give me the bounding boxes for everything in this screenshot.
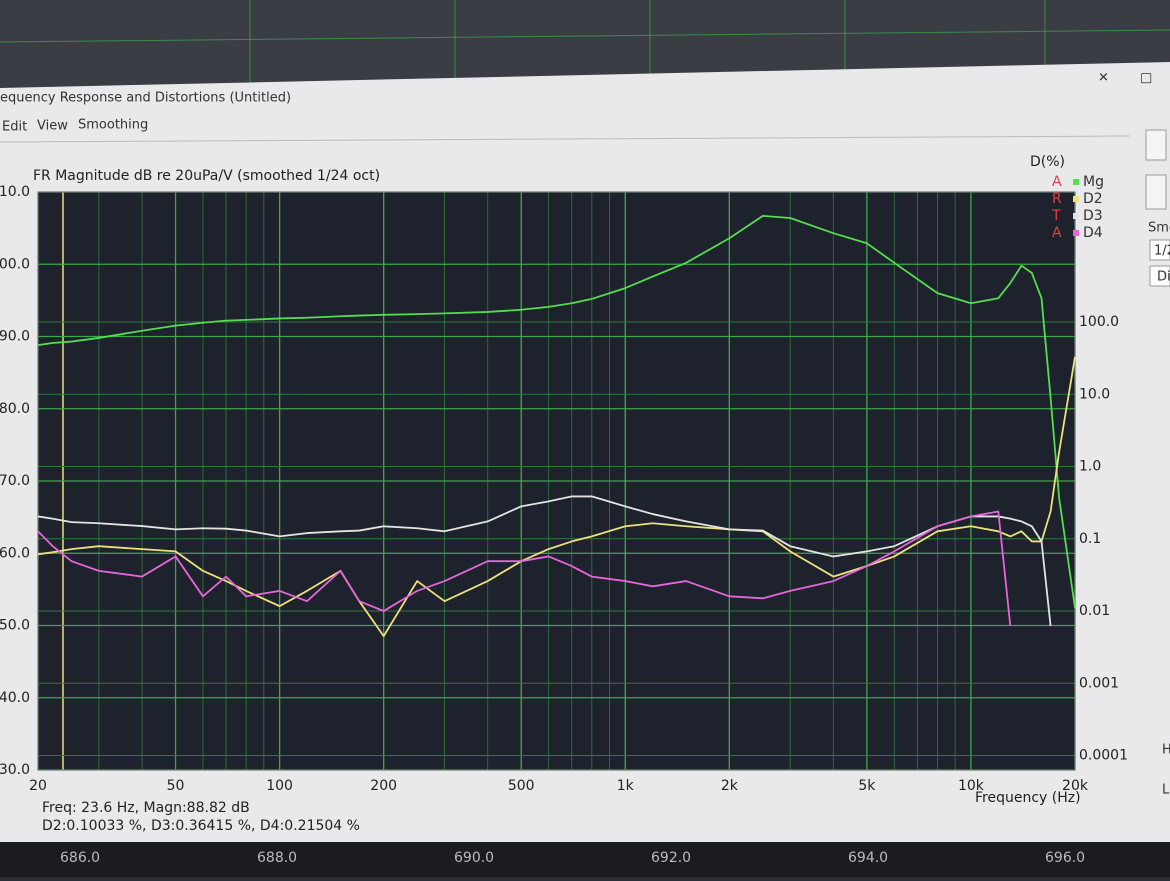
side-label: L <box>1162 783 1170 798</box>
x-tick-label: 50 <box>167 778 185 794</box>
menu-item[interactable]: View <box>37 119 68 134</box>
legend-swatch <box>1073 196 1079 202</box>
y-tick-label: 80.0 <box>0 401 30 417</box>
y2-axis-label: D(%) <box>1030 154 1065 170</box>
legend-swatch <box>1073 213 1079 219</box>
window-title: equency Response and Distortions (Untitl… <box>0 91 291 106</box>
brand-letter: R <box>1052 191 1062 207</box>
brand-letter: A <box>1052 174 1062 190</box>
series-line <box>37 214 1076 609</box>
menu-separator <box>0 135 1131 143</box>
y-tick-label: 40.0 <box>0 690 30 706</box>
background-tick: 690.0 <box>454 850 494 866</box>
legend-label: D3 <box>1083 208 1103 224</box>
chart-title: FR Magnitude dB re 20uPa/V (smoothed 1/2… <box>33 168 380 184</box>
legend-swatch <box>1073 179 1079 185</box>
y-tick-label: 60.0 <box>0 545 30 561</box>
x-tick-label: 100 <box>266 778 293 794</box>
side-label: Di <box>1157 270 1170 285</box>
y2-tick-label: 1.0 <box>1079 459 1101 475</box>
background-tick: 694.0 <box>848 850 888 866</box>
y-tick-label: 110.0 <box>0 184 30 200</box>
x-tick-label: 20k <box>1062 778 1089 794</box>
x-tick-label: 200 <box>370 778 397 794</box>
series-line <box>37 356 1076 638</box>
y2-tick-label: 0.01 <box>1079 603 1110 619</box>
background-tick: 688.0 <box>257 850 297 866</box>
legend-label: D2 <box>1083 191 1103 207</box>
x-axis-label: Frequency (Hz) <box>975 790 1081 806</box>
x-tick-label: 20 <box>29 778 47 794</box>
y-tick-label: 50.0 <box>0 618 30 634</box>
series-line <box>37 510 1012 627</box>
y-tick-label: 90.0 <box>0 329 30 345</box>
legend-swatch <box>1073 230 1079 236</box>
menu-item[interactable]: Smoothing <box>78 118 148 133</box>
cursor-readout: D2:0.10033 %, D3:0.36415 %, D4:0.21504 % <box>42 818 360 834</box>
side-field[interactable] <box>1149 239 1170 261</box>
x-tick-label: 5k <box>858 778 876 794</box>
background-axis: 686.0 688.0 690.0 692.0 694.0 696.0 <box>60 850 1085 866</box>
background-strip <box>0 842 1170 877</box>
maximize-button[interactable]: □ <box>1140 71 1152 86</box>
side-label: 1/2 <box>1154 244 1170 259</box>
spin-button[interactable] <box>1145 129 1167 161</box>
brand-letter: A <box>1052 225 1062 241</box>
y-tick-label: 30.0 <box>0 762 30 778</box>
y-tick-label: 100.0 <box>0 256 30 272</box>
side-field[interactable] <box>1149 265 1170 287</box>
side-label: H <box>1162 743 1170 758</box>
y2-tick-label: 0.0001 <box>1079 748 1128 764</box>
y2-tick-label: 0.1 <box>1079 531 1101 547</box>
x-tick-label: 2k <box>721 778 739 794</box>
side-label: Smo <box>1148 221 1170 236</box>
legend-label: Mg <box>1083 174 1104 190</box>
brand-letter: T <box>1051 208 1061 224</box>
y2-tick-label: 0.001 <box>1079 675 1119 691</box>
background-tick: 686.0 <box>60 850 100 866</box>
close-button[interactable]: ✕ <box>1098 71 1109 86</box>
x-tick-label: 500 <box>508 778 535 794</box>
background-grid <box>0 0 1170 82</box>
menu-item[interactable]: Edit <box>2 120 27 135</box>
x-tick-label: 10k <box>958 778 985 794</box>
legend-label: D4 <box>1083 225 1103 241</box>
background-tick: 696.0 <box>1045 850 1085 866</box>
y2-tick-label: 100.0 <box>1079 314 1119 330</box>
x-tick-label: 1k <box>617 778 635 794</box>
plot-frame <box>37 191 1076 771</box>
spin-button[interactable] <box>1145 174 1167 210</box>
background-tick: 692.0 <box>651 850 691 866</box>
y2-tick-label: 10.0 <box>1079 386 1110 402</box>
y-tick-label: 70.0 <box>0 473 30 489</box>
cursor-readout: Freq: 23.6 Hz, Magn:88.82 dB <box>42 800 250 816</box>
